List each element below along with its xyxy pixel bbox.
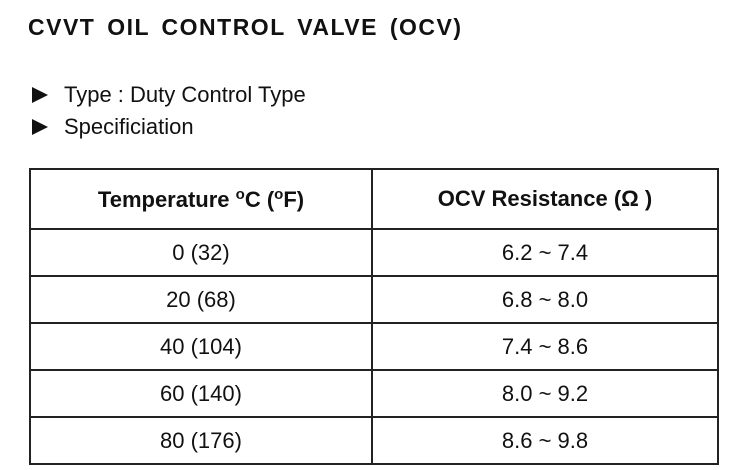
- spec-heading-text: Specificiation: [64, 114, 194, 139]
- table-header-row: Temperature oC (oF) OCV Resistance (Ω ): [29, 168, 719, 230]
- resistance-cell: 6.2 ~ 7.4: [371, 228, 719, 277]
- triangle-bullet-icon: [32, 87, 48, 103]
- temperature-cell: 60 (140): [29, 369, 373, 418]
- temperature-header-text: Temperature: [97, 186, 236, 212]
- table-row: 0 (32) 6.2 ~ 7.4: [29, 228, 719, 277]
- degree-symbol: o: [274, 185, 284, 203]
- table-row: 20 (68) 6.8 ~ 8.0: [29, 275, 719, 324]
- resistance-cell: 6.8 ~ 8.0: [371, 275, 719, 324]
- temperature-cell: 0 (32): [29, 228, 373, 277]
- fahrenheit-unit: F): [283, 186, 305, 212]
- degree-symbol: o: [235, 185, 245, 203]
- triangle-bullet-icon: [32, 119, 48, 135]
- ocv-resistance-table: Temperature oC (oF) OCV Resistance (Ω ) …: [29, 168, 719, 465]
- temperature-cell: 20 (68): [29, 275, 373, 324]
- temperature-column-header: Temperature oC (oF): [29, 168, 373, 230]
- spec-type-text: Type : Duty Control Type: [64, 82, 306, 107]
- spec-type-line: Type : Duty Control Type: [32, 82, 306, 108]
- table-row: 40 (104) 7.4 ~ 8.6: [29, 322, 719, 371]
- table-row: 60 (140) 8.0 ~ 9.2: [29, 369, 719, 418]
- spec-heading-line: Specificiation: [32, 114, 194, 140]
- resistance-column-header: OCV Resistance (Ω ): [371, 168, 719, 230]
- temperature-cell: 80 (176): [29, 416, 373, 465]
- celsius-unit: C (: [244, 186, 275, 212]
- page-title: CVVT OIL CONTROL VALVE (OCV): [28, 14, 463, 40]
- resistance-cell: 8.0 ~ 9.2: [371, 369, 719, 418]
- resistance-cell: 7.4 ~ 8.6: [371, 322, 719, 371]
- resistance-cell: 8.6 ~ 9.8: [371, 416, 719, 465]
- table-row: 80 (176) 8.6 ~ 9.8: [29, 416, 719, 465]
- temperature-cell: 40 (104): [29, 322, 373, 371]
